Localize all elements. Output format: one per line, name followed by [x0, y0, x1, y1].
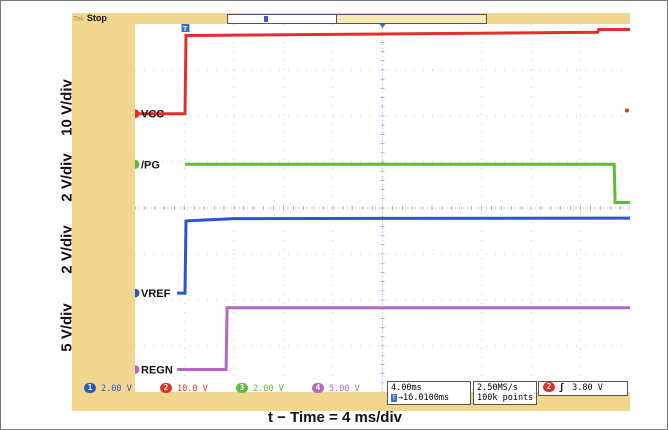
settings-bar: 1 2.00 V 2 10.0 V 3 2.00 V 4 5.00 V 4.00ms T…	[72, 379, 630, 411]
channel-3-scale: 2.00 V	[253, 384, 284, 394]
center-marker	[379, 24, 386, 28]
record-view-window	[228, 15, 337, 23]
channel-3-badge: 3	[236, 383, 248, 393]
trigger-level: 3.80 V	[572, 383, 603, 393]
channel-2-setting[interactable]: 2 10.0 V	[160, 383, 208, 396]
horizontal-settings[interactable]: 4.00ms T →16.0100ms	[387, 381, 471, 405]
trigger-source-badge: 2	[543, 382, 555, 392]
channel-1-badge: 1	[84, 383, 96, 393]
oscilloscope-display: Tek Stop VCC/PG VREF REGN T 1 2.00 V 2 10.0 V …	[72, 13, 630, 411]
trigger-position: →16.0100ms	[397, 393, 450, 403]
series-line-vcc	[135, 28, 630, 116]
acquisition-status: Tek Stop	[73, 13, 133, 24]
trigger-position-marker	[181, 24, 190, 32]
channel-marker-1	[135, 288, 140, 298]
brand-label: Tek	[73, 16, 84, 23]
series-label-pg: /PG	[141, 159, 160, 171]
series-line-vref	[177, 216, 630, 295]
waveform-screen: VCC/PG VREF REGN T	[135, 24, 630, 392]
record-position-marker	[264, 16, 268, 22]
channel-4-badge: 4	[312, 383, 324, 393]
trigger-level-marker	[625, 108, 629, 113]
waveform-plot: VCC/PG VREF REGN T	[135, 24, 630, 392]
status-bar: Tek Stop	[72, 13, 630, 24]
channel-2-scale: 10.0 V	[177, 384, 208, 394]
run-stop-state: Stop	[86, 13, 107, 23]
channel-4-setting[interactable]: 4 5.00 V	[312, 383, 360, 396]
trigger-settings[interactable]: 2 ʃ 3.80 V	[538, 381, 628, 396]
trigger-position-marker-label: T	[183, 26, 188, 33]
channel-3-setting[interactable]: 3 2.00 V	[236, 383, 284, 396]
channel-marker-2	[135, 109, 140, 119]
channel-1-setting[interactable]: 1 2.00 V	[84, 383, 132, 396]
series-line-regn	[177, 306, 630, 371]
record-view-bar	[227, 14, 487, 24]
channel-4-scale: 5.00 V	[329, 384, 360, 394]
trigger-position-icon: T	[391, 394, 397, 402]
rising-edge-icon: ʃ	[559, 383, 565, 393]
series-line-pg	[185, 162, 630, 204]
channel-1-scale: 2.00 V	[101, 384, 132, 394]
x-axis-label: t − Time = 4 ms/div	[268, 409, 402, 426]
series-label-vcc: VCC	[141, 109, 164, 121]
channel-marker-3	[135, 159, 140, 169]
record-length: 100k points	[477, 393, 534, 403]
series-label-vref: VREF	[141, 288, 171, 300]
acquisition-settings[interactable]: 2.50MS/s 100k points	[473, 381, 537, 405]
series-label-regn: REGN	[141, 364, 173, 376]
channel-marker-4	[135, 364, 140, 374]
sample-rate: 2.50MS/s	[477, 383, 518, 393]
channel-2-badge: 2	[160, 383, 172, 393]
trigger-position-row: T →16.0100ms	[391, 393, 467, 403]
time-per-div: 4.00ms	[391, 383, 422, 393]
